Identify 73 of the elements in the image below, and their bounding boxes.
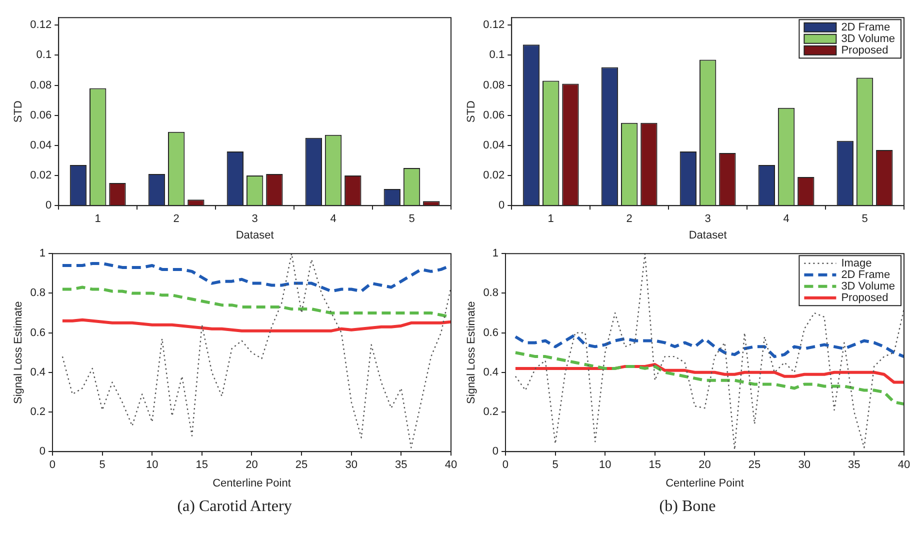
line-series (514, 351, 904, 406)
x-tick-label: 5 (408, 213, 415, 226)
y-tick-label: 0 (39, 446, 46, 458)
legend-label: 2D Frame (841, 21, 890, 34)
x-tick-label: 30 (798, 459, 810, 472)
x-tick-label: 1 (548, 213, 554, 226)
x-tick-label: 40 (444, 459, 458, 472)
x-tick-label: 3 (252, 213, 258, 226)
x-tick-label: 4 (783, 213, 790, 226)
x-tick-label: 2 (626, 213, 632, 226)
y-axis-title: Signal Loss Estimate (466, 301, 478, 404)
y-tick-label: 0.04 (30, 139, 52, 152)
y-tick-label: 1 (39, 248, 46, 260)
x-axis-title: Centerline Point (212, 477, 291, 490)
x-axis-title: Centerline Point (666, 477, 744, 490)
x-tick-label: 35 (395, 459, 408, 472)
y-tick-label: 0.08 (483, 79, 505, 92)
line-series (514, 254, 904, 450)
legend-label: 2D Frame (841, 268, 890, 281)
x-tick-label: 25 (748, 459, 761, 472)
legend-label: Image (841, 257, 872, 270)
legend-label: 3D Volume (841, 280, 896, 292)
x-tick-label: 30 (345, 459, 358, 472)
y-tick-label: 0.1 (36, 49, 52, 62)
y-tick-label: 1 (492, 248, 498, 260)
y-tick-label: 0.2 (483, 406, 498, 418)
legend-label: Proposed (841, 292, 888, 304)
x-tick-label: 25 (295, 459, 308, 472)
y-tick-label: 0 (498, 200, 505, 212)
y-tick-label: 0 (45, 200, 52, 212)
text: (a) Carotid Artery (176, 498, 293, 516)
x-tick-label: 40 (898, 459, 910, 472)
y-tick-label: 0.06 (483, 109, 505, 122)
x-axis-title: Dataset (688, 229, 727, 242)
x-tick-label: 4 (330, 213, 336, 226)
x-tick-label: 20 (246, 459, 258, 472)
y-tick-label: 0.4 (483, 366, 498, 378)
y-tick-label: 0.04 (483, 139, 505, 152)
y-tick-label: 0.1 (489, 49, 505, 62)
text: (b) Bone (658, 498, 717, 516)
legend-label: 3D Volume (841, 32, 896, 45)
x-tick-label: 1 (94, 213, 101, 226)
y-tick-label: 0 (492, 446, 498, 458)
x-tick-label: 15 (196, 459, 208, 472)
y-tick-label: 0.12 (30, 19, 52, 32)
y-tick-label: 0.8 (483, 287, 498, 300)
x-tick-label: 5 (862, 213, 868, 226)
y-tick-label: 0.02 (30, 170, 52, 182)
x-tick-label: 35 (848, 459, 860, 472)
y-tick-label: 0.8 (30, 287, 46, 300)
x-tick-label: 10 (598, 459, 612, 472)
y-tick-label: 0.02 (483, 170, 505, 182)
line-series (514, 333, 904, 358)
x-tick-label: 2 (173, 213, 180, 226)
x-tick-label: 3 (704, 213, 711, 226)
y-axis-title: STD (466, 100, 478, 123)
y-tick-label: 0.06 (30, 109, 52, 122)
x-tick-label: 10 (146, 459, 158, 472)
legend-label: Proposed (841, 44, 888, 56)
y-tick-label: 0.08 (30, 79, 52, 92)
x-tick-label: 15 (648, 459, 662, 472)
x-axis-title: Dataset (236, 229, 274, 242)
x-tick-label: 20 (698, 459, 711, 472)
y-tick-label: 0.6 (483, 326, 498, 339)
y-axis-title: Signal Loss Estimate (12, 301, 25, 404)
y-tick-label: 0.6 (30, 326, 46, 339)
x-tick-label: 5 (99, 459, 106, 472)
x-tick-label: 5 (552, 459, 558, 472)
line-series (62, 254, 451, 448)
y-axis-title: STD (12, 100, 25, 123)
y-tick-label: 0.4 (30, 366, 46, 378)
y-tick-label: 0.12 (483, 19, 505, 32)
y-tick-label: 0.2 (30, 406, 46, 418)
